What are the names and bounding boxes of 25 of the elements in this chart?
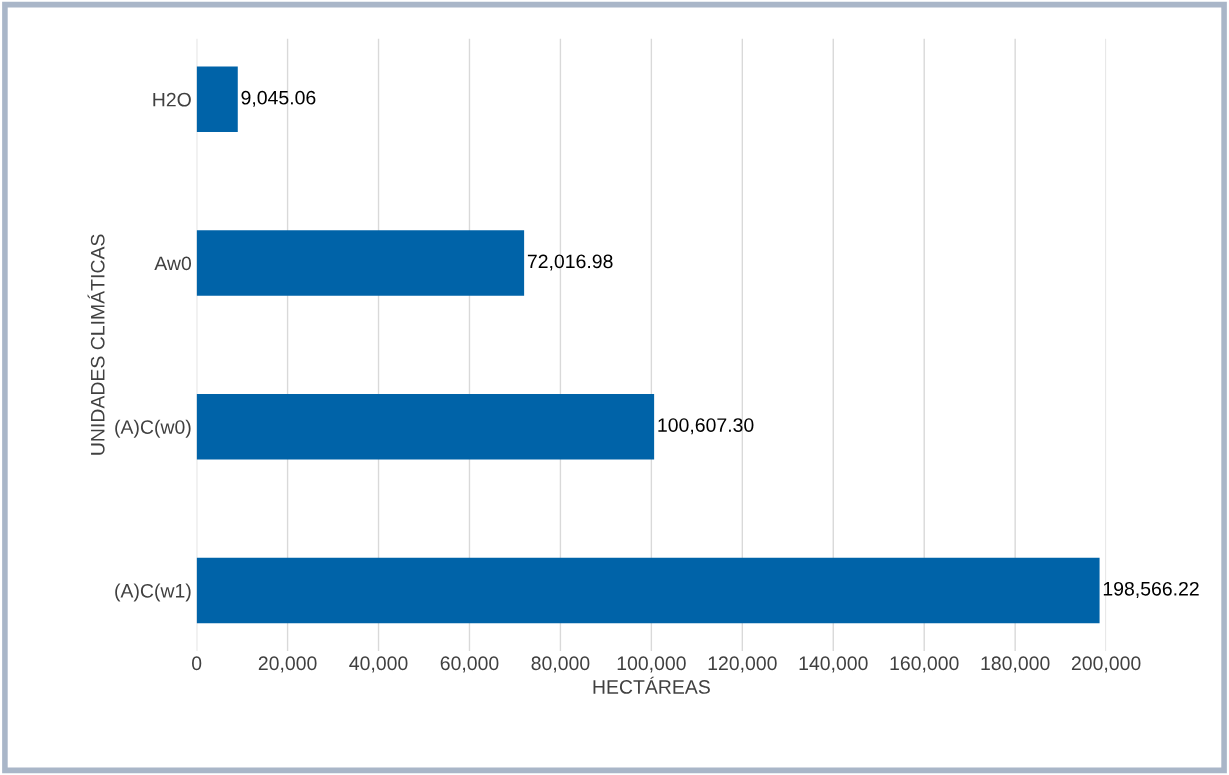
y-tick-label: (A)C(w1) [115,583,191,602]
x-tick-label: 120,000 [708,656,777,673]
x-tick-label: 100,000 [617,656,686,673]
bar [196,393,655,460]
data-label: 9,045.06 [241,90,316,107]
x-tick-label: 160,000 [890,656,959,673]
data-label: 198,566.22 [1103,581,1199,598]
bar [196,557,1100,624]
y-tick-label: Aw0 [154,256,192,271]
data-label: 72,016.98 [527,254,613,271]
x-tick-label: 140,000 [799,656,868,673]
x-tick-label: 200,000 [1071,656,1141,673]
y-tick-label: H2O [153,92,191,107]
y-tick-label: (A)C(w0) [115,419,191,438]
bar [196,66,238,133]
x-tick-label: 60,000 [440,656,499,673]
x-tick-label: 20,000 [258,656,317,673]
x-tick-label: 80,000 [531,656,590,673]
y-axis-title: UNIDADES CLIMÁTICAS [87,234,105,455]
bar [196,230,525,296]
x-tick-label: 180,000 [981,656,1050,673]
x-tick-label: 40,000 [349,656,408,673]
x-tick-label: 0 [191,656,202,671]
x-axis-title: HECTÁREAS [593,676,710,694]
data-label: 100,607.30 [658,418,754,435]
